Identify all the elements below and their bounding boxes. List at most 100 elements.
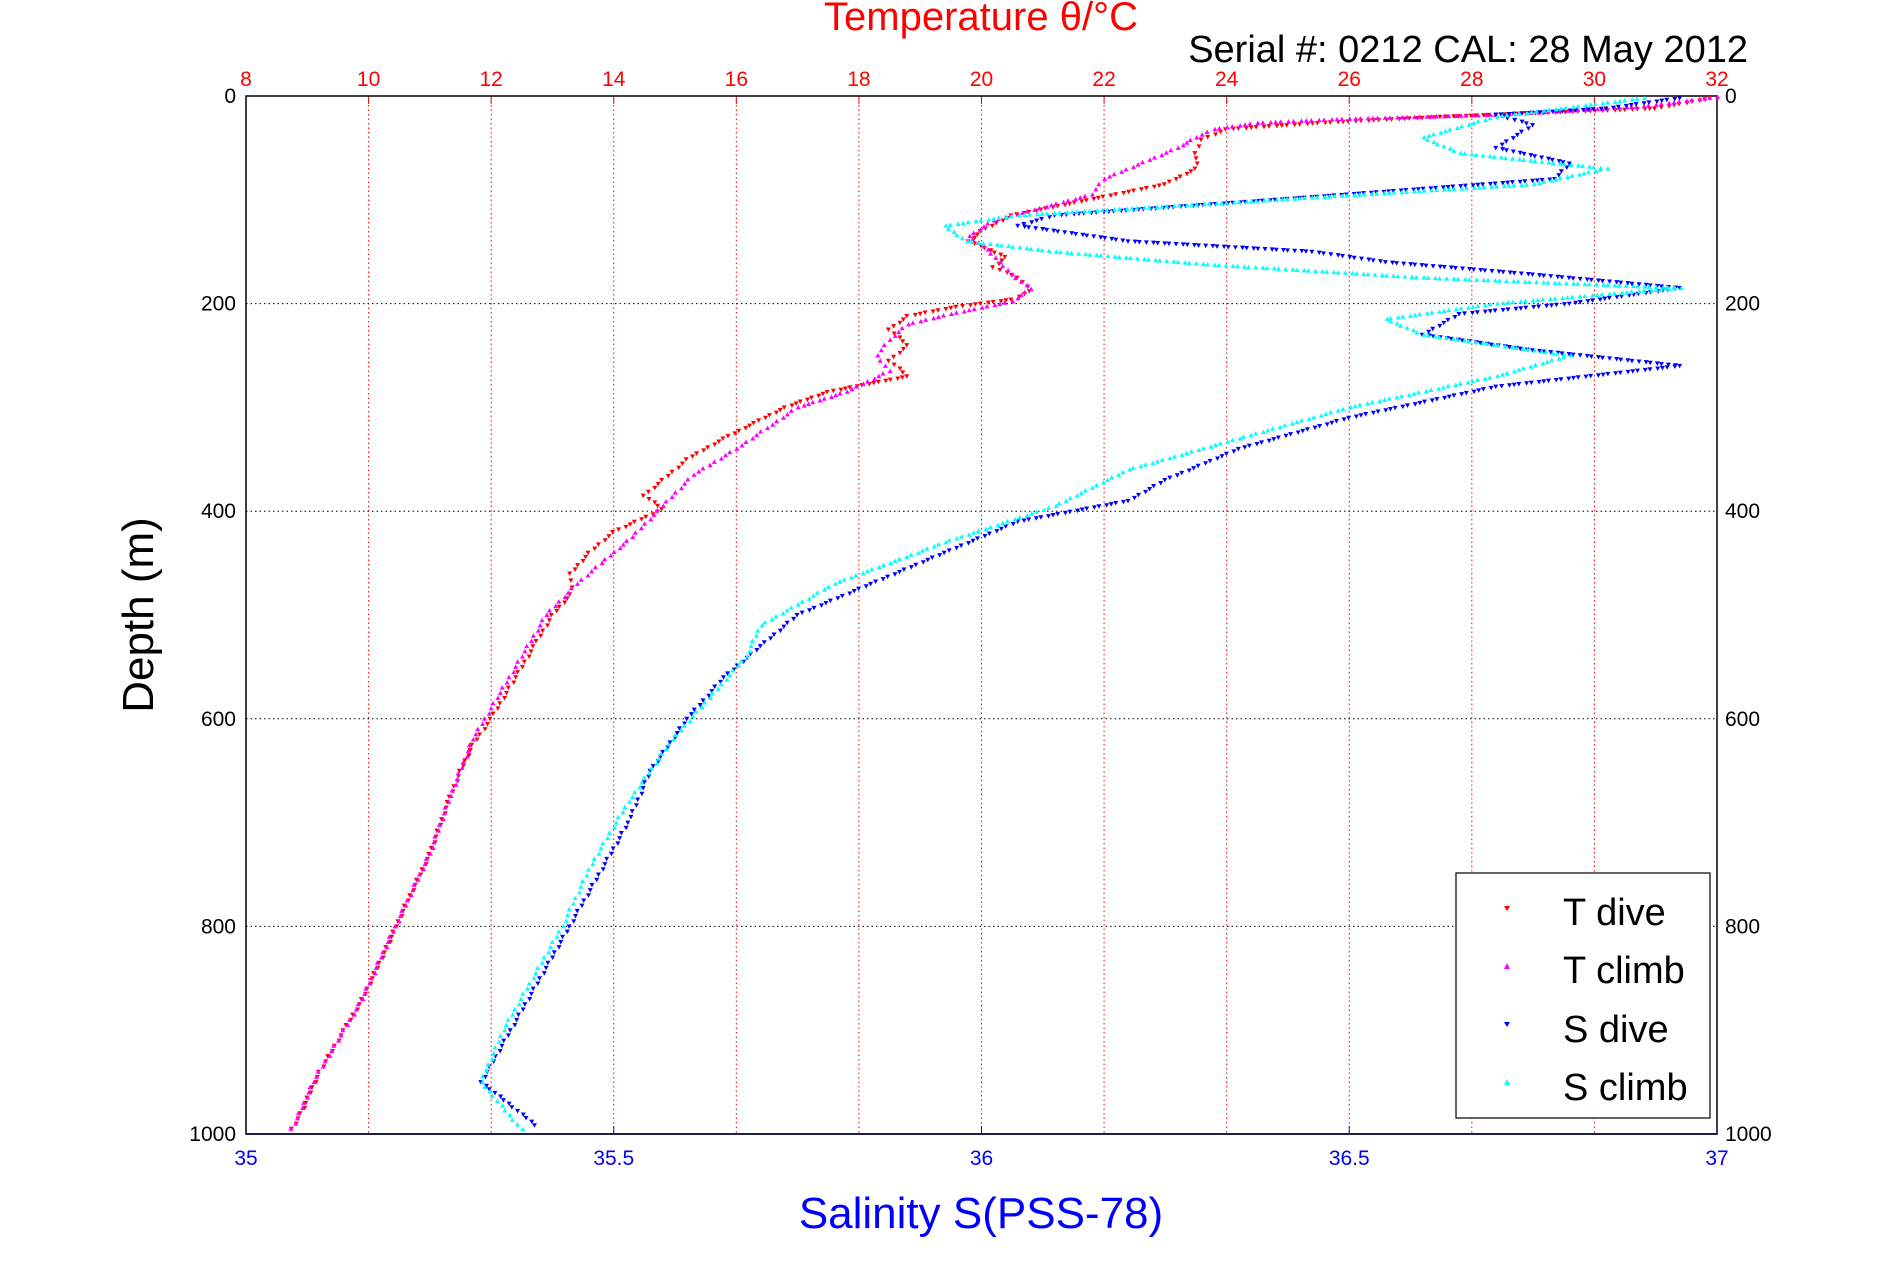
data-point-s-dive	[1390, 188, 1396, 194]
data-point-s-dive	[514, 1017, 520, 1023]
data-point-s-dive	[1496, 269, 1502, 275]
data-point-s-dive	[1613, 371, 1619, 376]
data-point-t-dive	[777, 407, 783, 413]
data-point-s-dive	[1605, 371, 1611, 377]
data-point-s-climb	[1182, 260, 1188, 265]
data-point-s-dive	[718, 679, 724, 685]
data-point-s-climb	[671, 737, 677, 742]
data-point-t-climb	[931, 315, 937, 321]
data-point-t-dive	[1108, 193, 1114, 198]
data-point-s-dive	[697, 702, 703, 708]
data-point-s-dive	[827, 598, 833, 604]
data-point-s-dive	[1654, 361, 1660, 366]
data-point-t-dive	[652, 485, 658, 491]
data-point-t-climb	[1316, 117, 1322, 123]
data-point-s-climb	[1142, 256, 1148, 262]
data-point-t-climb	[295, 1110, 301, 1116]
data-point-s-climb	[1414, 330, 1420, 335]
data-point-s-dive	[1309, 249, 1315, 255]
data-point-s-dive	[1469, 310, 1475, 316]
data-point-s-climb	[936, 541, 942, 547]
data-point-s-dive	[1460, 266, 1466, 272]
data-point-t-dive	[904, 343, 910, 348]
data-point-s-climb	[1446, 186, 1452, 192]
data-point-s-dive	[799, 610, 805, 616]
data-point-t-climb	[436, 822, 442, 827]
data-point-s-climb	[1451, 276, 1457, 281]
data-point-t-climb	[399, 908, 405, 913]
data-point-t-dive	[1002, 254, 1008, 260]
data-point-t-climb	[1010, 272, 1016, 277]
data-point-t-dive	[766, 413, 772, 418]
data-point-t-climb	[1454, 113, 1460, 118]
data-point-s-climb	[1580, 163, 1586, 169]
data-point-t-climb	[415, 877, 421, 882]
tick-label-temperature: 32	[1705, 68, 1728, 91]
data-point-s-climb	[1127, 467, 1133, 472]
data-point-t-dive	[1261, 124, 1267, 130]
data-point-s-climb	[1504, 370, 1510, 376]
data-point-s-climb	[1631, 283, 1637, 289]
data-point-s-climb	[1480, 153, 1486, 158]
data-point-s-climb	[1552, 296, 1558, 301]
data-point-s-dive	[1584, 353, 1590, 359]
data-point-t-dive	[1143, 185, 1149, 191]
data-point-t-climb	[1036, 205, 1042, 211]
data-point-s-climb	[480, 1073, 486, 1079]
data-point-s-dive	[529, 1119, 535, 1125]
data-point-s-climb	[658, 751, 664, 756]
data-point-t-climb	[416, 872, 422, 877]
data-point-s-climb	[1671, 286, 1677, 291]
data-point-s-dive	[982, 533, 988, 539]
data-point-s-dive	[1556, 173, 1562, 178]
data-point-t-dive	[712, 442, 718, 447]
data-point-s-dive	[1419, 263, 1425, 268]
data-point-t-climb	[367, 980, 373, 986]
data-point-s-climb	[1412, 188, 1418, 194]
data-point-s-dive	[1577, 353, 1583, 358]
data-point-s-climb	[1386, 190, 1392, 195]
data-point-s-climb	[1432, 333, 1438, 339]
data-point-t-climb	[403, 903, 409, 908]
data-point-s-dive	[781, 624, 787, 630]
data-point-t-climb	[360, 996, 366, 1002]
data-point-s-dive	[851, 589, 857, 594]
data-point-t-climb	[423, 856, 429, 861]
data-point-s-climb	[1421, 332, 1427, 337]
data-point-s-climb	[998, 242, 1004, 248]
data-point-s-dive	[1255, 246, 1261, 252]
data-point-s-climb	[1213, 442, 1219, 448]
data-point-s-climb	[1489, 184, 1495, 189]
data-point-t-climb	[887, 337, 893, 342]
data-point-s-dive	[1590, 298, 1596, 303]
data-point-s-dive	[1366, 257, 1372, 262]
data-point-t-climb	[997, 301, 1003, 307]
data-point-s-climb	[1561, 352, 1567, 357]
data-point-t-climb	[774, 418, 780, 424]
data-point-s-dive	[646, 774, 652, 779]
data-point-t-dive	[1266, 124, 1272, 129]
data-point-t-climb	[495, 695, 501, 701]
data-point-s-dive	[635, 797, 641, 803]
data-point-s-climb	[1104, 207, 1110, 212]
data-point-t-climb	[1629, 104, 1635, 110]
data-point-s-climb	[1565, 174, 1571, 180]
data-point-s-dive	[1433, 185, 1439, 191]
data-point-s-climb	[512, 1006, 518, 1012]
data-point-s-climb	[1006, 243, 1012, 249]
data-point-t-climb	[1339, 116, 1345, 122]
data-point-s-climb	[1569, 173, 1575, 178]
data-point-s-dive	[509, 1105, 515, 1110]
data-point-s-climb	[1146, 204, 1152, 210]
data-point-s-climb	[821, 587, 827, 592]
data-point-t-climb	[1676, 99, 1682, 104]
data-point-t-dive	[999, 258, 1005, 263]
data-point-s-dive	[1196, 243, 1202, 248]
data-point-s-dive	[1390, 260, 1396, 266]
data-point-s-climb	[1261, 198, 1267, 203]
data-point-s-climb	[585, 867, 591, 872]
data-point-t-climb	[441, 810, 447, 816]
data-point-s-dive	[1411, 187, 1417, 193]
data-point-s-dive	[1375, 409, 1381, 415]
data-point-s-climb	[649, 765, 655, 771]
